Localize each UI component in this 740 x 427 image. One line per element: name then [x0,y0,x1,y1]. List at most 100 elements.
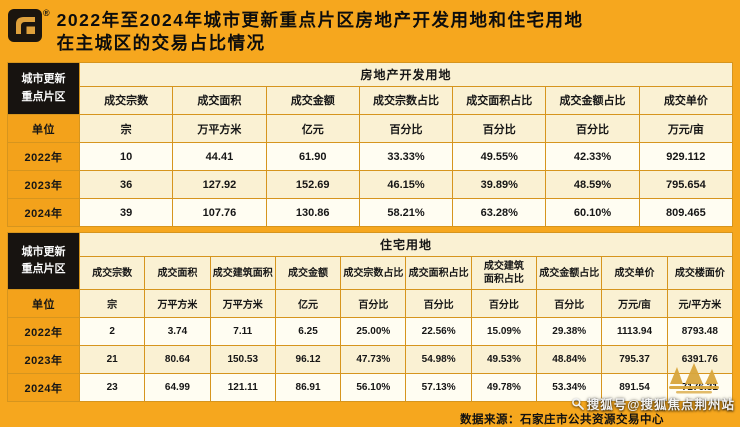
tables-area: 城市更新 重点片区 房地产开发用地 成交宗数 成交面积 成交金额 成交宗数占比 成交面积占比… [0,62,740,403]
unit-cell: 亿元 [265,114,360,144]
data-cell: 809.465 [638,198,734,228]
data-cell: 10 [78,142,174,172]
data-cell: 96.12 [274,345,342,375]
table-row: 2023年 36 127.92 152.69 46.15% 39.89% 48.59% 795… [7,170,734,200]
registered-trademark: ® [43,8,50,18]
column-header: 成交面积占比 [452,86,547,116]
data-cell: 22.56% [405,317,472,347]
row-label: 2023年 [7,345,80,375]
row-label: 2024年 [7,373,80,403]
unit-row: 单位宗万平方米 万平方米 亿元 百分比 百分比 百分比 百分比 万元/亩 元/平方米 [7,289,734,319]
data-cell: 64.99 [144,373,211,403]
data-cell: 42.33% [545,142,640,172]
table-row: 2024年 39 107.76 130.86 58.21% 63.28% 60.10% 809… [7,198,734,228]
unit-cell: 百分比 [340,289,407,319]
data-cell: 60.10% [545,198,640,228]
data-cell: 33.33% [358,142,454,172]
column-header: 成交金额占比 [536,256,603,291]
data-cell: 29.38% [536,317,603,347]
column-header: 成交面积占比 [405,256,472,291]
column-header: 成交单价 [638,86,734,116]
column-header: 成交金额 [274,256,342,291]
data-cell: 6.25 [274,317,342,347]
residential-land-table: 城市更新 重点片区 住宅用地 成交宗数 成交面积 成交建筑面积 成交金额 成交宗数占比 成交面… [7,232,734,403]
column-header-row: 成交宗数 成交面积 成交建筑面积 成交金额 成交宗数占比 成交面积占比 成交建筑 面积占比成… [8,256,734,291]
data-cell: 15.09% [470,317,538,347]
data-cell: 3.74 [144,317,211,347]
data-cell: 121.11 [209,373,276,403]
header: ® 2022年至2024年城市更新重点片区房地产开发用地和住宅用地 在主城区的交… [0,0,740,62]
unit-row-label: 单位 [7,114,80,144]
column-header: 成交宗数 [78,256,146,291]
column-header: 成交宗数占比 [340,256,407,291]
column-header: 成交单价 [601,256,668,291]
corner-brand-logo-icon [669,363,719,394]
column-header: 成交面积 [144,256,211,291]
data-cell: 63.28% [452,198,547,228]
unit-cell: 亿元 [274,289,342,319]
data-cell: 86.91 [274,373,342,403]
row-label: 2024年 [7,198,80,228]
data-cell: 39.89% [452,170,547,200]
data-cell: 795.37 [601,345,668,375]
data-cell: 7.11 [209,317,276,347]
column-header: 成交金额 [265,86,360,116]
corner-brand-logo [662,362,732,401]
data-cell: 929.112 [638,142,734,172]
unit-cell: 百分比 [470,289,538,319]
table-group-header: 房地产开发用地 [79,62,733,88]
unit-cell: 万平方米 [209,289,276,319]
brand-logo: ® [8,9,50,42]
data-cell: 1113.94 [601,317,668,347]
unit-cell: 万元/亩 [638,114,734,144]
data-cell: 23 [78,373,146,403]
unit-cell: 百分比 [358,114,454,144]
table-corner-label: 城市更新 重点片区 [7,62,80,116]
unit-cell: 百分比 [452,114,547,144]
data-cell: 795.654 [638,170,734,200]
unit-cell: 百分比 [405,289,472,319]
unit-row: 单位宗万平方米 亿元 百分比 百分比 百分比 万元/亩 [7,114,734,144]
unit-cell: 元/平方米 [666,289,734,319]
data-cell: 2 [78,317,146,347]
data-cell: 39 [78,198,174,228]
data-cell: 152.69 [265,170,360,200]
data-cell: 25.00% [340,317,407,347]
table-row: 2024年 23 64.99 121.11 86.91 56.10% 57.13% 49.78… [7,373,734,403]
data-cell: 130.86 [265,198,360,228]
data-cell: 21 [78,345,146,375]
data-cell: 47.73% [340,345,407,375]
column-header: 成交面积 [172,86,267,116]
table-row: 2023年 21 80.64 150.53 96.12 47.73% 54.98% 49.53… [7,345,734,375]
unit-cell: 百分比 [545,114,640,144]
data-cell: 48.59% [545,170,640,200]
unit-cell: 万元/亩 [601,289,668,319]
data-cell: 56.10% [340,373,407,403]
data-cell: 49.78% [470,373,538,403]
unit-cell: 宗 [78,289,146,319]
data-cell: 127.92 [172,170,267,200]
data-cell: 48.84% [536,345,603,375]
column-header: 成交宗数占比 [358,86,454,116]
group-header-row: 城市更新 重点片区 房地产开发用地 [7,62,733,116]
group-header-row: 城市更新 重点片区 住宅用地 [7,232,733,291]
row-label: 2023年 [7,170,80,200]
table-group-header: 住宅用地 [79,232,733,258]
data-cell: 49.53% [470,345,538,375]
title-line-2: 在主城区的交易占比情况 [56,33,266,54]
data-cell: 61.90 [265,142,360,172]
data-cell: 57.13% [405,373,472,403]
data-cell: 80.64 [144,345,211,375]
unit-cell: 万平方米 [172,114,267,144]
column-header: 成交楼面价 [666,256,734,291]
data-cell: 49.55% [452,142,547,172]
column-header: 成交建筑面积 [209,256,276,291]
data-cell: 54.98% [405,345,472,375]
data-cell: 46.15% [358,170,454,200]
table-row: 2022年 10 44.41 61.90 33.33% 49.55% 42.33% 929.1… [7,142,734,172]
data-cell: 58.21% [358,198,454,228]
page-title: 2022年至2024年城市更新重点片区房地产开发用地和住宅用地 在主城区的交易占… [57,9,584,55]
unit-cell: 万平方米 [144,289,211,319]
sohu-icon [571,397,584,410]
